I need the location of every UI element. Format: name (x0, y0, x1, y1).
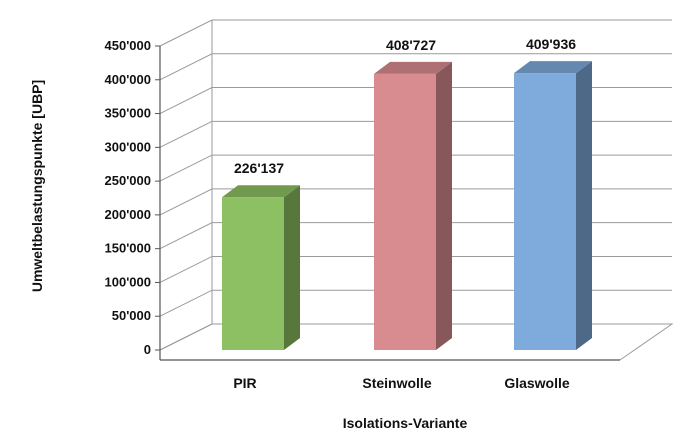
y-tick-label: 300'000 (105, 139, 151, 154)
bar-side (284, 185, 300, 350)
bar-top (222, 185, 300, 198)
bar-side (436, 61, 452, 351)
data-label: 409'936 (526, 36, 576, 52)
category-labels: PIR Steinwolle Glaswolle (233, 375, 570, 391)
data-labels: 226'137 408'727 409'936 (234, 36, 576, 176)
bar-steinwolle (374, 61, 452, 351)
bar-front (374, 73, 436, 350)
y-tick-label: 100'000 (105, 274, 151, 289)
x-axis-label: Isolations-Variante (343, 415, 468, 431)
y-tick-label: 350'000 (105, 106, 151, 121)
bar-front (514, 73, 576, 350)
category-label: Glaswolle (504, 375, 570, 391)
y-axis-label: Umweltbelastungspunkte [UBP] (29, 80, 45, 292)
data-label: 408'727 (386, 37, 436, 53)
y-tick-label: 150'000 (105, 241, 151, 256)
y-tick-labels: 0 50'000 100'000 150'000 200'000 250'000 300'0… (105, 38, 151, 357)
bar-front (222, 197, 284, 350)
y-tick-label: 200'000 (105, 207, 151, 222)
bar-side (576, 61, 592, 350)
y-tick-label: 250'000 (105, 173, 151, 188)
y-tick-label: 0 (144, 342, 151, 357)
y-tick-label: 400'000 (105, 72, 151, 87)
bars (222, 61, 592, 351)
axes (155, 20, 674, 361)
category-label: PIR (233, 375, 256, 391)
y-tick-label: 50'000 (112, 308, 151, 323)
y-tick-label: 450'000 (105, 38, 151, 53)
bar-pir (222, 185, 300, 350)
bar-top (514, 61, 592, 74)
category-label: Steinwolle (362, 375, 431, 391)
bar-glaswolle (514, 61, 592, 350)
data-label: 226'137 (234, 160, 284, 176)
bar-top (374, 61, 452, 74)
